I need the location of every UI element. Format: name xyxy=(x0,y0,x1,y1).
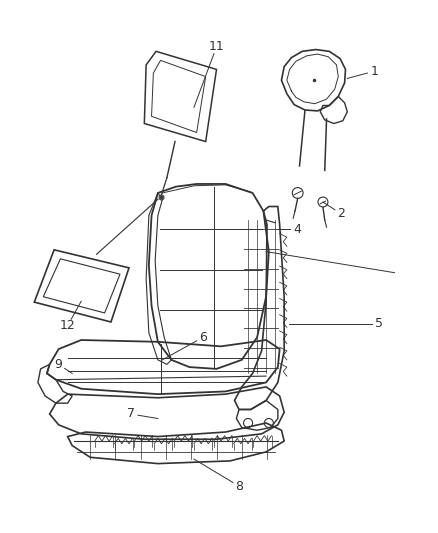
Text: 4: 4 xyxy=(294,223,302,236)
Text: 11: 11 xyxy=(208,41,224,53)
Text: 6: 6 xyxy=(199,331,207,344)
Text: 2: 2 xyxy=(337,207,345,220)
Text: 1: 1 xyxy=(371,64,378,78)
Text: 9: 9 xyxy=(55,358,63,371)
Text: 12: 12 xyxy=(60,319,75,332)
Text: 8: 8 xyxy=(235,480,243,492)
Text: 5: 5 xyxy=(375,317,383,330)
Text: 7: 7 xyxy=(127,408,135,421)
